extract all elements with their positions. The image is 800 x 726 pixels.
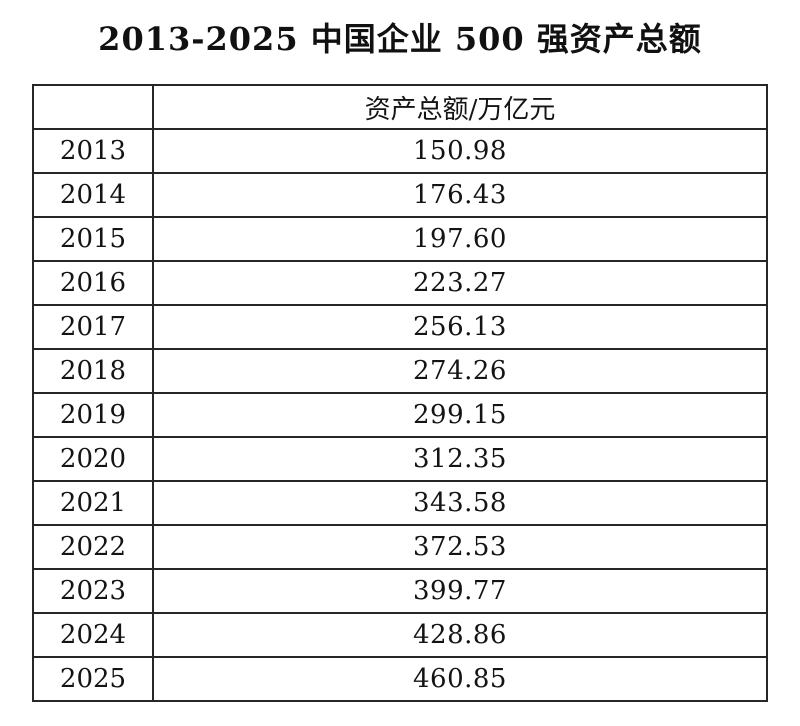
value-cell: 223.27 [152,260,768,306]
year-cell: 2019 [32,392,154,438]
year-cell: 2016 [32,260,154,306]
assets-table: 资产总额/万亿元 2013 150.98 2014 176.43 2015 19… [32,84,768,702]
year-cell: 2020 [32,436,154,482]
year-cell: 2014 [32,172,154,218]
value-cell: 274.26 [152,348,768,394]
year-cell: 2024 [32,612,154,658]
table-row: 2025 460.85 [32,656,768,702]
year-cell: 2015 [32,216,154,262]
value-header-cell: 资产总额/万亿元 [152,84,768,130]
table-row: 2019 299.15 [32,392,768,438]
header-row: 资产总额/万亿元 [32,84,768,130]
corner-header-cell [32,84,154,130]
table-row: 2014 176.43 [32,172,768,218]
value-cell: 197.60 [152,216,768,262]
value-cell: 256.13 [152,304,768,350]
value-cell: 372.53 [152,524,768,570]
table-row: 2024 428.86 [32,612,768,658]
table-row: 2023 399.77 [32,568,768,614]
value-cell: 150.98 [152,128,768,174]
year-cell: 2021 [32,480,154,526]
value-cell: 399.77 [152,568,768,614]
table-body: 2013 150.98 2014 176.43 2015 197.60 2016… [32,128,768,702]
value-cell: 176.43 [152,172,768,218]
year-cell: 2025 [32,656,154,702]
table-title: 2013-2025 中国企业 500 强资产总额 [98,20,702,58]
year-cell: 2017 [32,304,154,350]
table-row: 2020 312.35 [32,436,768,482]
year-cell: 2018 [32,348,154,394]
table-row: 2013 150.98 [32,128,768,174]
value-cell: 343.58 [152,480,768,526]
year-cell: 2013 [32,128,154,174]
table-row: 2016 223.27 [32,260,768,306]
table-row: 2022 372.53 [32,524,768,570]
year-cell: 2022 [32,524,154,570]
table-row: 2021 343.58 [32,480,768,526]
value-cell: 312.35 [152,436,768,482]
document-page: 2013-2025 中国企业 500 强资产总额 资产总额/万亿元 2013 1… [0,14,800,726]
value-cell: 299.15 [152,392,768,438]
value-cell: 428.86 [152,612,768,658]
value-cell: 460.85 [152,656,768,702]
table-row: 2018 274.26 [32,348,768,394]
table-row: 2015 197.60 [32,216,768,262]
year-cell: 2023 [32,568,154,614]
table-row: 2017 256.13 [32,304,768,350]
